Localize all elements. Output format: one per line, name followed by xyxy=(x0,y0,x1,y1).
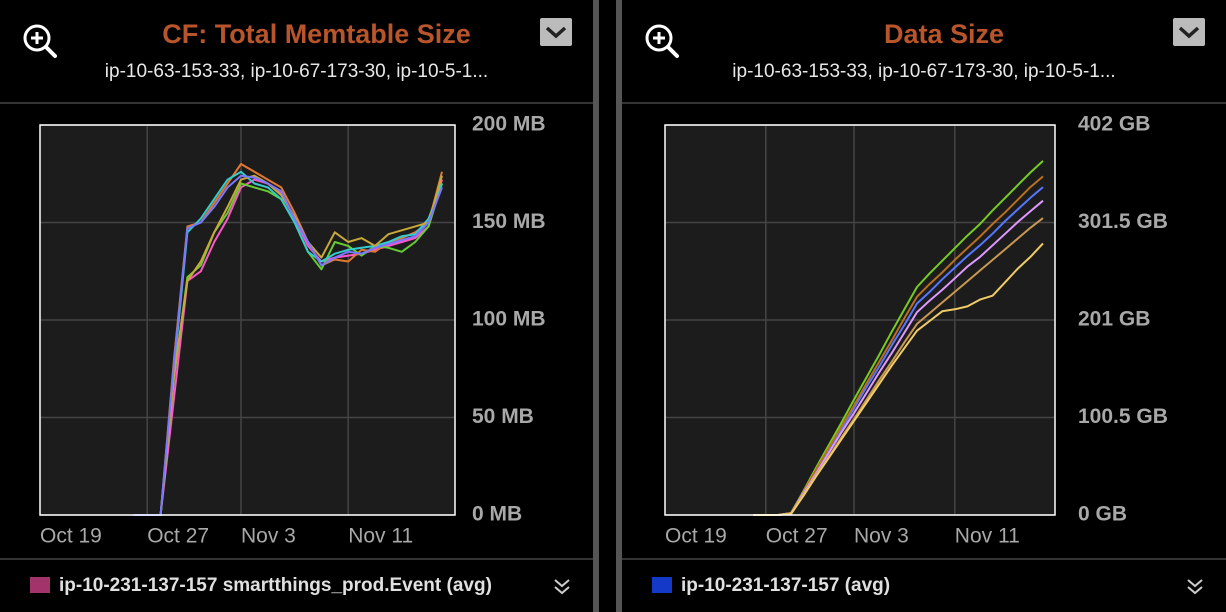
y-tick-label: 301.5 GB xyxy=(1078,210,1168,233)
chart-subtitle: ip-10-63-153-33, ip-10-67-173-30, ip-10-… xyxy=(732,61,1115,82)
dropdown-box xyxy=(1173,18,1205,46)
x-tick-label: Nov 3 xyxy=(241,525,296,548)
x-tick-label: Oct 19 xyxy=(665,525,727,548)
legend-label: ip-10-231-137-157 (avg) xyxy=(681,575,890,596)
y-tick-label: 402 GB xyxy=(1078,113,1150,136)
zoom-icon xyxy=(44,45,57,58)
plot-border xyxy=(664,124,1056,516)
chart-subtitle: ip-10-63-153-33, ip-10-67-173-30, ip-10-… xyxy=(105,61,488,82)
zoom-button[interactable] xyxy=(645,24,679,58)
zoom-icon xyxy=(645,24,673,52)
series-line xyxy=(133,174,443,516)
legend-swatch xyxy=(652,577,672,593)
x-tick-label: Oct 27 xyxy=(147,525,209,548)
x-tick-label: Nov 11 xyxy=(348,525,413,548)
dropdown-chevron xyxy=(1178,26,1200,39)
divider xyxy=(616,0,622,612)
y-tick-label: 150 MB xyxy=(472,210,546,233)
y-tick-label: 0 MB xyxy=(472,503,522,526)
y-tick-label: 100 MB xyxy=(472,308,546,331)
dropdown-button[interactable] xyxy=(1173,18,1205,46)
x-tick-label: Oct 27 xyxy=(766,525,828,548)
series-line xyxy=(753,242,1044,516)
legend-label: ip-10-231-137-157 smartthings_prod.Event… xyxy=(59,575,492,596)
dropdown-chevron xyxy=(545,26,567,39)
x-tick-label: Nov 11 xyxy=(955,525,1020,548)
chart-title: Data Size xyxy=(884,19,1004,49)
y-tick-label: 201 GB xyxy=(1078,308,1150,331)
plot-border xyxy=(39,124,456,516)
y-tick-label: 0 GB xyxy=(1078,503,1127,526)
zoom-button[interactable] xyxy=(23,24,57,58)
zoom-icon xyxy=(653,32,665,44)
y-tick-label: 100.5 GB xyxy=(1078,405,1168,428)
dropdown-button[interactable] xyxy=(540,18,572,46)
expand-chevron[interactable] xyxy=(1187,579,1203,595)
y-tick-label: 50 MB xyxy=(472,405,534,428)
expand-chevron[interactable] xyxy=(554,579,570,595)
x-tick-label: Nov 3 xyxy=(854,525,909,548)
y-tick-label: 200 MB xyxy=(472,113,546,136)
zoom-icon xyxy=(666,45,679,58)
legend-swatch xyxy=(30,577,50,593)
zoom-icon xyxy=(23,24,51,52)
chart-title: CF: Total Memtable Size xyxy=(162,19,471,49)
zoom-icon xyxy=(31,32,43,44)
divider xyxy=(593,0,599,612)
x-tick-label: Oct 19 xyxy=(40,525,102,548)
dropdown-box xyxy=(540,18,572,46)
